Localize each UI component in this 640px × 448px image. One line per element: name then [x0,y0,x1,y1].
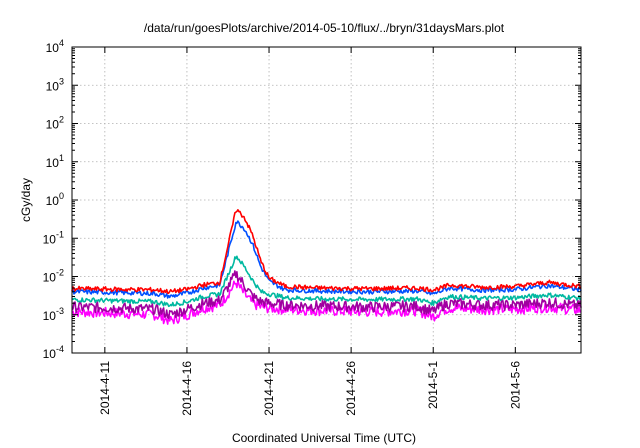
y-tick-exponent: -1 [56,229,64,239]
y-tick-label: 101 [46,153,64,170]
y-tick-exponent: 3 [59,76,64,86]
y-tick-label: 10-4 [43,344,64,361]
y-tick-base: 10 [46,79,60,93]
series-line [71,270,582,320]
y-tick-base: 10 [43,232,57,246]
series-line [71,209,582,295]
series-layer [71,209,582,325]
y-axis-label: cGy/day [19,178,33,222]
y-tick-base: 10 [43,309,57,323]
y-tick-base: 10 [46,194,60,208]
y-tick-label: 10-3 [43,306,64,323]
y-tick-base: 10 [46,41,60,55]
y-tick-exponent: -3 [56,306,64,316]
y-tick-label: 10-2 [43,268,64,285]
y-tick-label: 10-1 [43,229,64,246]
x-tick-label: 2014-4-21 [262,361,276,416]
grid [72,47,581,353]
y-tick-label: 102 [46,115,64,132]
y-tick-label: 100 [46,191,64,208]
series-line [71,220,582,299]
y-tick-base: 10 [46,156,60,170]
x-axis: 2014-4-11 2014-4-16 2014-4-21 2014-4-26 2014… [98,47,522,416]
y-tick-label: 104 [46,38,64,55]
y-tick-exponent: 4 [59,38,64,48]
x-tick-label: 2014-4-11 [98,361,112,415]
x-tick-label: 2014-5-6 [508,361,522,409]
chart-title: /data/run/goesPlots/archive/2014-05-10/f… [144,21,505,35]
series-line [71,255,582,308]
y-tick-exponent: -4 [56,344,64,354]
y-tick-exponent: -2 [56,268,64,278]
series-line [71,279,582,325]
y-tick-exponent: 0 [59,191,64,201]
x-axis-label: Coordinated Universal Time (UTC) [232,431,416,445]
x-tick-label: 2014-4-16 [180,361,194,416]
y-tick-base: 10 [46,118,60,132]
x-tick-label: 2014-5-1 [426,361,440,409]
y-tick-base: 10 [43,271,57,285]
x-tick-label: 2014-4-26 [344,361,358,416]
y-tick-exponent: 2 [59,115,64,125]
y-tick-base: 10 [43,347,57,361]
y-tick-exponent: 1 [59,153,64,163]
y-tick-label: 103 [46,76,64,93]
